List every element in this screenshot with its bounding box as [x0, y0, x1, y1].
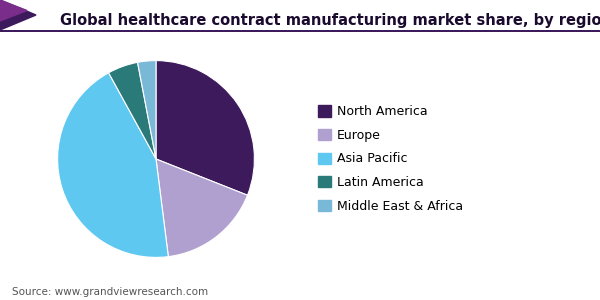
Polygon shape [0, 0, 36, 30]
Wedge shape [109, 62, 156, 159]
Wedge shape [58, 73, 169, 257]
Wedge shape [156, 159, 247, 256]
Text: Global healthcare contract manufacturing market share, by region, 2018 (%): Global healthcare contract manufacturing… [60, 14, 600, 28]
Wedge shape [156, 61, 254, 195]
Polygon shape [0, 0, 27, 21]
Legend: North America, Europe, Asia Pacific, Latin America, Middle East & Africa: North America, Europe, Asia Pacific, Lat… [318, 105, 463, 213]
Text: Source: www.grandviewresearch.com: Source: www.grandviewresearch.com [12, 287, 208, 297]
Wedge shape [137, 61, 156, 159]
